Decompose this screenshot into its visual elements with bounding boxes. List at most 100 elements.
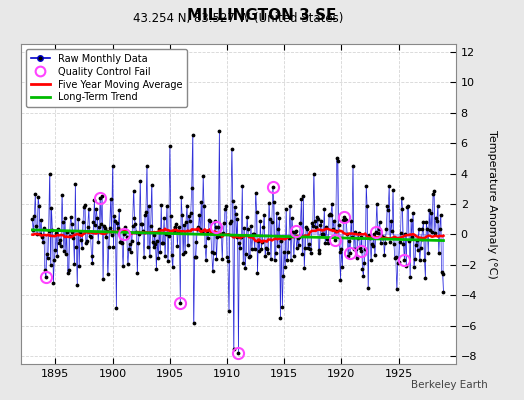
Point xyxy=(182,218,190,225)
Point xyxy=(357,233,366,240)
Point xyxy=(55,240,63,246)
Point xyxy=(334,222,343,228)
Point xyxy=(420,256,429,263)
Point xyxy=(153,238,161,244)
Point xyxy=(46,262,54,268)
Point xyxy=(332,228,340,235)
Point xyxy=(431,230,439,237)
Point xyxy=(92,205,101,212)
Point xyxy=(58,192,66,198)
Point xyxy=(195,212,203,218)
Point xyxy=(399,241,408,247)
Point xyxy=(190,254,199,260)
Point xyxy=(138,221,146,227)
Point xyxy=(166,143,174,149)
Point xyxy=(117,238,125,245)
Point xyxy=(321,240,330,246)
Point xyxy=(268,219,276,225)
Point xyxy=(198,229,206,235)
Point xyxy=(245,254,253,260)
Point xyxy=(394,260,402,266)
Point xyxy=(315,249,324,256)
Point xyxy=(132,229,140,235)
Point xyxy=(364,285,373,291)
Point xyxy=(260,212,268,218)
Point xyxy=(121,224,129,230)
Point xyxy=(401,231,410,237)
Point xyxy=(210,218,219,224)
Point xyxy=(308,220,316,226)
Point xyxy=(323,236,331,242)
Point xyxy=(311,224,320,230)
Point xyxy=(412,242,420,248)
Point xyxy=(386,239,394,246)
Point xyxy=(204,235,212,242)
Point xyxy=(290,228,299,235)
Point xyxy=(146,253,154,260)
Point xyxy=(128,223,137,229)
Point xyxy=(90,197,99,204)
Point xyxy=(387,218,395,224)
Point xyxy=(81,202,89,208)
Point xyxy=(373,201,381,208)
Point xyxy=(171,223,180,230)
Point xyxy=(280,248,288,255)
Point xyxy=(80,204,88,210)
Point xyxy=(412,237,421,243)
Point xyxy=(183,203,191,209)
Point xyxy=(203,227,211,234)
Point xyxy=(299,192,308,199)
Point xyxy=(184,241,192,248)
Point xyxy=(340,214,348,220)
Point xyxy=(297,196,305,203)
Point xyxy=(281,264,289,270)
Point xyxy=(180,222,188,228)
Point xyxy=(427,210,435,216)
Point xyxy=(435,226,444,232)
Point xyxy=(289,228,297,235)
Y-axis label: Temperature Anomaly (°C): Temperature Anomaly (°C) xyxy=(487,130,497,278)
Point xyxy=(424,250,432,256)
Point xyxy=(296,220,304,226)
Point xyxy=(200,203,208,210)
Point xyxy=(225,308,233,314)
Point xyxy=(425,207,433,214)
Point xyxy=(258,238,267,245)
Point xyxy=(266,216,274,222)
Point xyxy=(329,226,337,232)
Point xyxy=(162,231,170,237)
Point xyxy=(124,260,132,267)
Point xyxy=(263,246,271,252)
Point xyxy=(105,225,114,231)
Point xyxy=(330,218,338,224)
Point xyxy=(382,226,390,232)
Text: Berkeley Earth: Berkeley Earth xyxy=(411,380,487,390)
Point xyxy=(231,204,239,210)
Point xyxy=(333,158,342,164)
Point xyxy=(284,249,292,255)
Point xyxy=(42,251,51,257)
Point xyxy=(56,237,64,243)
Point xyxy=(107,232,116,238)
Point xyxy=(311,218,319,224)
Point xyxy=(293,235,302,241)
Point xyxy=(359,273,367,279)
Point xyxy=(88,253,96,260)
Point xyxy=(338,264,346,270)
Point xyxy=(167,212,175,219)
Point xyxy=(418,226,427,232)
Point xyxy=(216,232,224,239)
Point xyxy=(368,241,376,248)
Point xyxy=(429,191,437,198)
Point xyxy=(202,257,210,263)
Point xyxy=(374,229,382,236)
Point xyxy=(392,286,401,292)
Point xyxy=(279,273,288,279)
Point xyxy=(402,263,410,270)
Point xyxy=(430,188,438,194)
Point xyxy=(375,226,383,232)
Point xyxy=(41,274,50,280)
Point xyxy=(185,218,194,224)
Point xyxy=(243,214,251,220)
Point xyxy=(134,240,143,247)
